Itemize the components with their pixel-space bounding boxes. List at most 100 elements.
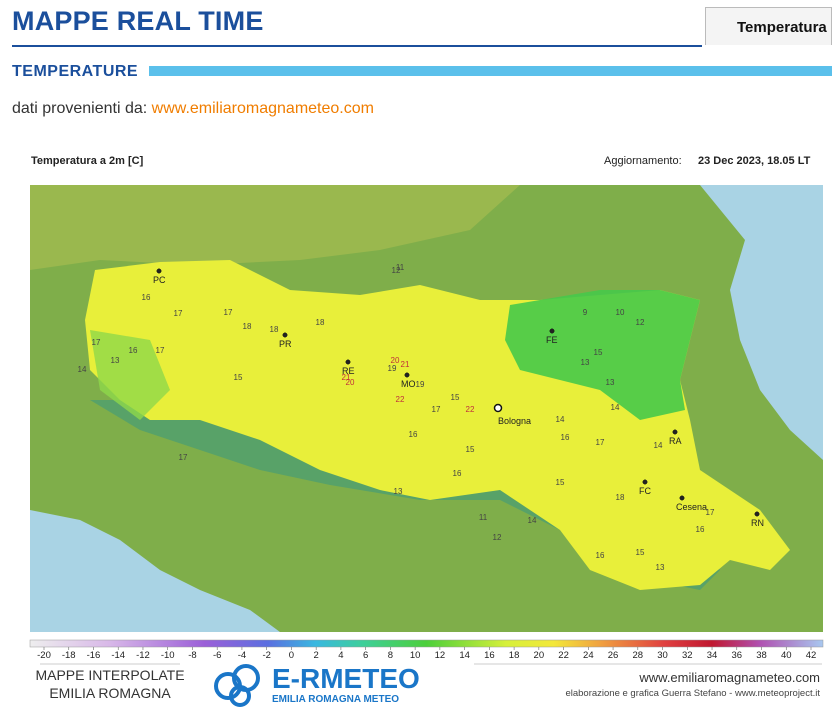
city-label: RE xyxy=(342,366,355,376)
temperature-reading: 12 xyxy=(392,266,401,275)
temperature-reading: 18 xyxy=(270,325,279,334)
temperature-reading: 15 xyxy=(451,393,460,402)
temperature-reading: 20 xyxy=(346,378,355,387)
scale-label: -12 xyxy=(136,650,150,661)
temperature-reading: 19 xyxy=(388,364,397,373)
city-layer: PC PR RE MO FE Bologna RA FC Cesena RN xyxy=(153,268,764,528)
scale-label: 2 xyxy=(314,650,319,661)
city-dot xyxy=(549,328,555,334)
footer-left-2: EMILIA ROMAGNA xyxy=(49,685,171,701)
logo-text: E-RMETEO xyxy=(272,663,420,694)
temperature-reading: 21 xyxy=(401,360,410,369)
scale-label: 22 xyxy=(558,650,569,661)
temperature-reading: 11 xyxy=(479,513,488,522)
scale-label: 8 xyxy=(388,650,393,661)
map xyxy=(30,185,823,632)
temperature-reading: 17 xyxy=(179,453,188,462)
scale-label: 4 xyxy=(338,650,343,661)
scale-label: -10 xyxy=(161,650,175,661)
temperature-reading: 20 xyxy=(391,356,400,365)
title-rule xyxy=(12,45,702,47)
map-image: Temperatura a 2m [C] Aggiornamento: 23 D… xyxy=(29,155,824,707)
temperature-reading: 13 xyxy=(606,378,615,387)
source-link[interactable]: www.emiliaromagnameteo.com xyxy=(151,100,374,117)
temperature-reading: 15 xyxy=(556,478,565,487)
city-dot xyxy=(754,511,760,517)
temperature-reading: 15 xyxy=(636,548,645,557)
temperature-reading: 17 xyxy=(224,308,233,317)
tab[interactable]: Temperatura xyxy=(705,7,832,45)
scale-label: -8 xyxy=(188,650,196,661)
temperature-reading: 17 xyxy=(432,405,441,414)
region-cool xyxy=(505,290,700,420)
city-dot xyxy=(672,429,678,435)
city-label: FE xyxy=(546,335,558,345)
city-label: RA xyxy=(669,436,682,446)
scale-label: 18 xyxy=(509,650,520,661)
section-bar xyxy=(149,66,832,76)
temperature-reading: 19 xyxy=(416,380,425,389)
city-label: PC xyxy=(153,275,166,285)
temperature-reading: 15 xyxy=(234,373,243,382)
temperature-reading: 18 xyxy=(243,322,252,331)
adriatic-sea xyxy=(700,185,823,460)
scale-label: 12 xyxy=(435,650,446,661)
city-label: PR xyxy=(279,339,292,349)
temperature-reading: 15 xyxy=(466,445,475,454)
scale-label: 26 xyxy=(608,650,619,661)
temperature-reading: 12 xyxy=(493,533,502,542)
update-value: 23 Dec 2023, 18.05 LT xyxy=(698,155,811,167)
scale-label: -18 xyxy=(62,650,76,661)
scale-ticks: -20 -18 -16 -14 -12 -10 -8 -6 -4 -2 0 2 4 6 8 10 12 14 16 1… xyxy=(37,647,816,661)
temperature-reading: 22 xyxy=(396,395,405,404)
temperature-reading: 14 xyxy=(654,441,663,450)
city-dot xyxy=(345,359,351,365)
ligurian-sea xyxy=(30,510,280,632)
footer-site: www.emiliaromagnameteo.com xyxy=(638,670,820,685)
tab-label[interactable]: Temperatura xyxy=(737,19,827,36)
scale-label: -20 xyxy=(37,650,51,661)
scale-label: 14 xyxy=(459,650,470,661)
temperature-reading: 17 xyxy=(92,338,101,347)
temperature-reading: 11 xyxy=(396,263,405,272)
temperature-reading: 16 xyxy=(142,293,151,302)
temperature-reading: 12 xyxy=(636,318,645,327)
footer-left-1: MAPPE INTERPOLATE xyxy=(35,667,184,683)
color-scale xyxy=(29,639,824,648)
scale-label: -14 xyxy=(111,650,125,661)
temperature-reading: 9 xyxy=(583,308,588,317)
scale-label: 16 xyxy=(484,650,495,661)
scale-label: -2 xyxy=(262,650,270,661)
temperature-reading: 13 xyxy=(111,356,120,365)
temperature-reading: 18 xyxy=(316,318,325,327)
temperature-reading: 17 xyxy=(174,309,183,318)
scale-label: -6 xyxy=(213,650,221,661)
map-title: Temperatura a 2m [C] xyxy=(31,155,144,167)
scale-label: 6 xyxy=(363,650,368,661)
source: dati provenienti da: www.emiliaromagname… xyxy=(12,100,374,118)
region-west xyxy=(90,330,170,420)
north-land xyxy=(30,185,520,270)
scale-label: 28 xyxy=(633,650,644,661)
city-label: FC xyxy=(639,486,651,496)
temperature-reading: 17 xyxy=(596,438,605,447)
temperature-reading: 14 xyxy=(78,365,87,374)
temperature-reading: 14 xyxy=(556,415,565,424)
scale-label: -16 xyxy=(87,650,101,661)
temperature-reading: 16 xyxy=(409,430,418,439)
scale-label: -4 xyxy=(238,650,246,661)
temperature-reading: 22 xyxy=(466,405,475,414)
logo: E-RMETEO EMILIA ROMAGNA METEO xyxy=(214,663,420,707)
city-dot xyxy=(679,495,685,501)
temperature-reading: 15 xyxy=(594,348,603,357)
temperature-reading: 18 xyxy=(616,493,625,502)
scale-label: 36 xyxy=(731,650,742,661)
scale-label: 24 xyxy=(583,650,594,661)
temperature-reading: 13 xyxy=(394,487,403,496)
update-label: Aggiornamento: xyxy=(604,155,682,167)
temperature-reading: 16 xyxy=(561,433,570,442)
scale-label: 40 xyxy=(781,650,792,661)
scale-label: 10 xyxy=(410,650,421,661)
